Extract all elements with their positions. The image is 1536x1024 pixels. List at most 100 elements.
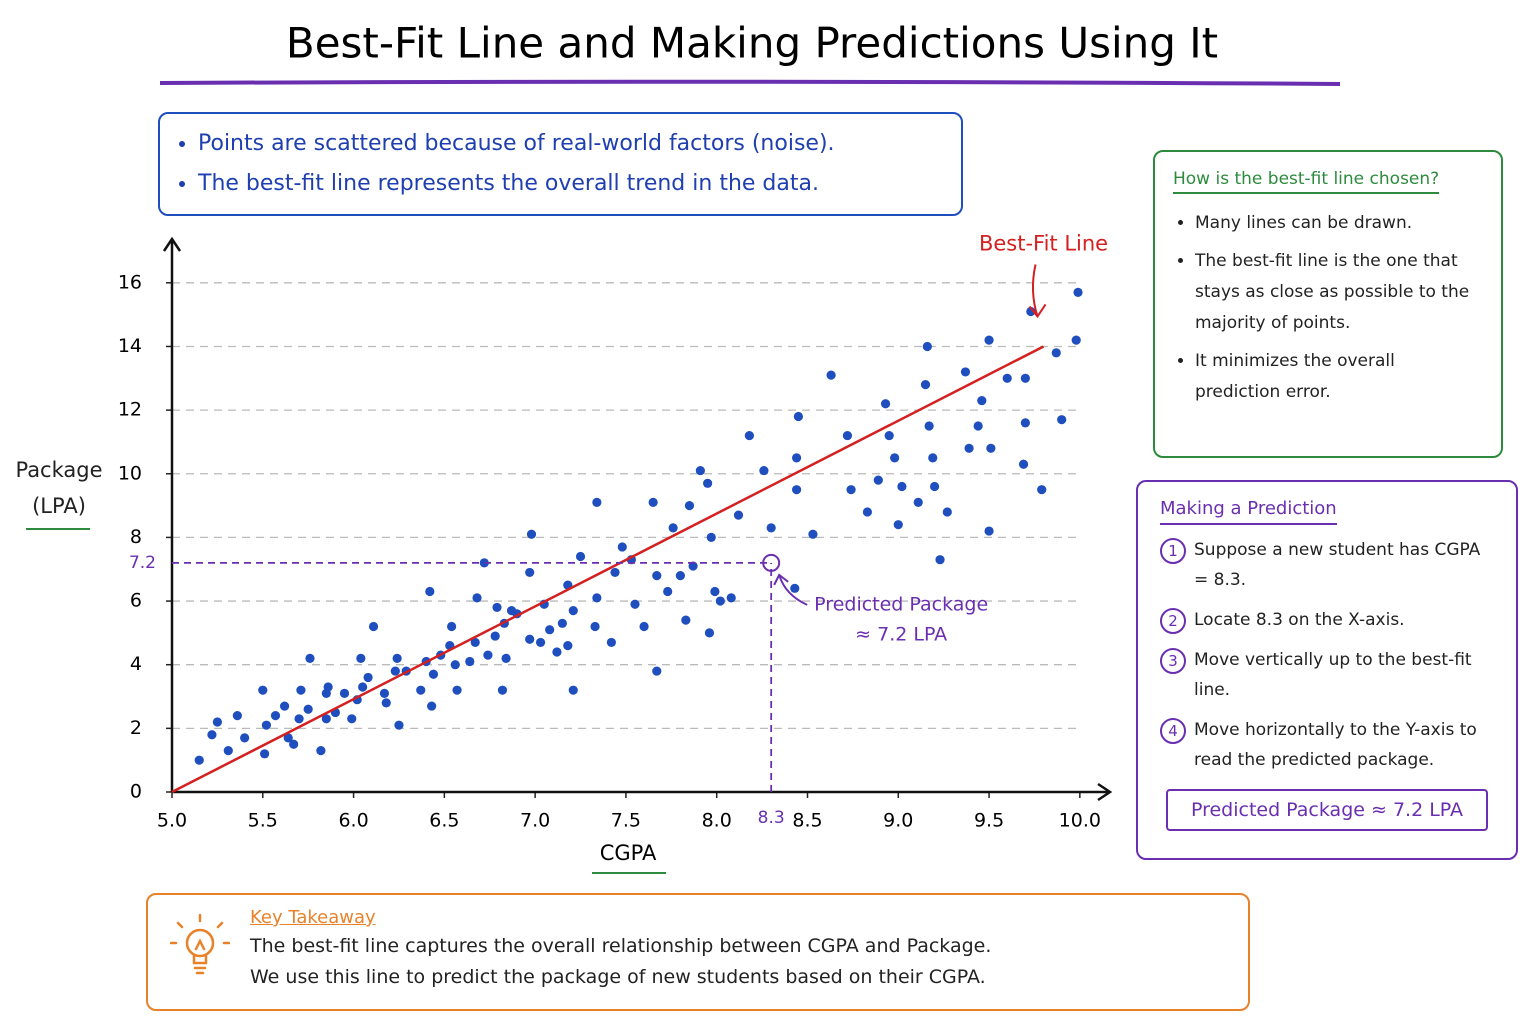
x-tick-label: 7.5 (611, 810, 641, 832)
panel-title: Making a Prediction (1160, 495, 1337, 525)
point (1002, 373, 1012, 383)
result-box: Predicted Package ≈ 7.2 LPA (1166, 789, 1488, 831)
point (416, 685, 426, 695)
point (450, 660, 460, 670)
prediction-y-label: 7.2 (129, 553, 156, 573)
lightbulb-icon (170, 913, 230, 975)
y-label-underline (26, 528, 90, 530)
bullet: It minimizes the overall prediction erro… (1195, 346, 1483, 408)
point (606, 637, 616, 648)
point (706, 532, 716, 543)
point (425, 586, 435, 597)
point (339, 688, 350, 698)
point (684, 500, 695, 511)
point (920, 380, 931, 390)
point (1057, 415, 1067, 425)
point (648, 497, 658, 508)
y-tick-label: 16 (118, 271, 142, 293)
point (681, 615, 691, 625)
point (428, 669, 439, 679)
point (258, 685, 268, 695)
y-tick-label: 14 (118, 335, 142, 357)
title-underline (159, 79, 1341, 86)
point (347, 714, 357, 724)
point (960, 367, 971, 377)
point (501, 653, 511, 663)
x-tick-label: 9.5 (974, 810, 1004, 832)
point (610, 567, 620, 578)
step: 1 Suppose a new student has CGPA = 8.3. (1160, 535, 1494, 595)
point (964, 443, 974, 453)
fit-line (171, 345, 1045, 794)
point (842, 430, 853, 441)
point (791, 453, 802, 463)
point (303, 704, 313, 714)
point (695, 465, 705, 476)
point (1020, 418, 1030, 428)
point (922, 341, 932, 352)
point (1037, 485, 1047, 495)
point (279, 701, 290, 711)
point (452, 685, 462, 695)
takeaway-title: Key Takeaway (250, 907, 376, 928)
point (356, 653, 366, 663)
fit-line-arrow (1028, 264, 1047, 319)
point (793, 411, 804, 422)
point (358, 682, 368, 692)
point (1073, 287, 1083, 297)
point (791, 485, 802, 495)
prediction-arrow (773, 573, 808, 606)
point (323, 682, 333, 692)
point (575, 551, 586, 562)
point (675, 571, 685, 581)
point (733, 510, 744, 520)
point (207, 730, 217, 740)
point (913, 497, 923, 508)
point (897, 481, 907, 492)
point (862, 507, 873, 517)
point (223, 746, 233, 756)
point (283, 733, 293, 743)
point (973, 421, 983, 431)
point (270, 711, 281, 721)
point (447, 621, 457, 632)
point (394, 720, 404, 730)
x-tick-label: 5.0 (157, 810, 187, 832)
point (563, 641, 573, 651)
point (232, 711, 242, 721)
x-tick-label: 6.5 (429, 810, 459, 832)
x-tick-label: 9.0 (883, 810, 913, 832)
point (289, 739, 299, 749)
point (294, 714, 304, 724)
x-tick-label: 6.0 (338, 810, 368, 832)
point (390, 666, 400, 676)
step-number: 3 (1160, 648, 1186, 674)
point (568, 606, 578, 616)
x-tick-label: 8.5 (792, 810, 822, 832)
point (535, 637, 546, 648)
point (1020, 373, 1030, 383)
point (790, 583, 800, 593)
point (590, 621, 600, 632)
takeaway-line: We use this line to predict the package … (250, 966, 986, 988)
point (986, 443, 996, 453)
y-tick-label: 0 (130, 781, 142, 803)
point (715, 596, 725, 606)
point (663, 586, 673, 597)
prediction-point (762, 553, 781, 572)
step-number: 1 (1160, 538, 1186, 564)
point (639, 621, 649, 632)
step-number: 4 (1160, 718, 1186, 744)
point (545, 625, 555, 635)
y-tick-label: 2 (130, 717, 142, 739)
point (592, 497, 602, 508)
step: 3 Move vertically up to the best-fit line… (1160, 645, 1494, 705)
point (490, 631, 500, 641)
point (470, 637, 480, 648)
point (526, 529, 537, 539)
step: 4 Move horizontally to the Y-axis to read… (1160, 715, 1494, 775)
point (826, 370, 836, 380)
step-text: Locate 8.3 on the X-axis. (1194, 610, 1405, 630)
